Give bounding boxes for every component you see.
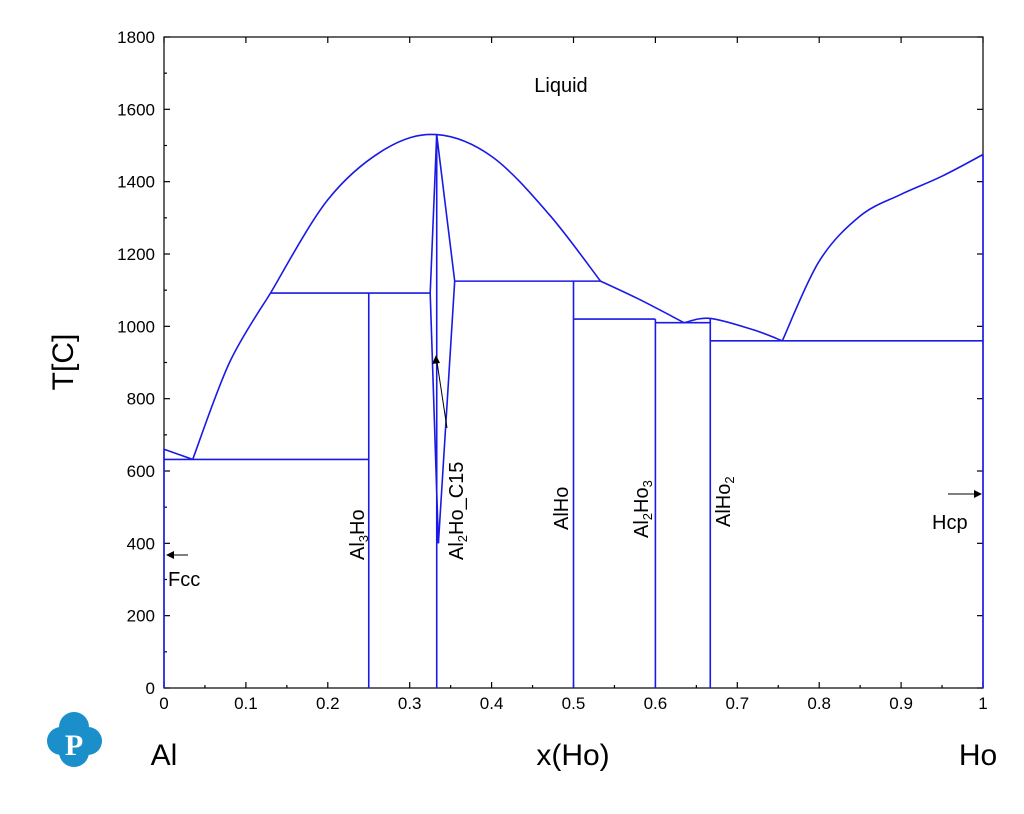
axis-tick-labels: 0 0.1 0.2 0.3 0.4 0.5 0.6 0.7 0.8 0.9 1 0 200 400 600 8…	[117, 28, 988, 713]
y-tick-label: 600	[127, 462, 155, 481]
al2ho-c15-label: Al2Ho_C15	[446, 462, 470, 560]
liquidus-curve	[191, 292, 272, 460]
x-axis-label: x(Ho)	[536, 739, 609, 772]
y-tick-label: 200	[127, 607, 155, 626]
y-tick-label: 0	[146, 679, 155, 698]
al2ho-c15-arrow	[432, 355, 448, 429]
x-tick-label: 0.8	[807, 694, 831, 713]
phase-boundaries	[163, 133, 984, 688]
component-right-label: Ho	[959, 739, 997, 772]
hcp-arrow	[948, 490, 982, 498]
x-tick-label: 0.5	[562, 694, 586, 713]
x-tick-label: 0.4	[480, 694, 504, 713]
x-tick-label: 0.2	[316, 694, 340, 713]
x-tick-label: 0	[159, 694, 168, 713]
logo-letter: P	[65, 729, 83, 762]
liquidus-curve	[683, 317, 783, 342]
y-tick-label: 1600	[117, 100, 155, 119]
x-tick-label: 0.6	[644, 694, 668, 713]
liquidus-curve	[781, 153, 984, 342]
alho-label: AlHo	[551, 487, 573, 530]
x-tick-label: 0.9	[889, 694, 913, 713]
x-tick-label: 0.7	[725, 694, 749, 713]
hcp-label: Hcp	[932, 512, 968, 534]
al3ho-label: Al3Ho	[347, 509, 371, 560]
liquidus-curve	[163, 448, 193, 461]
al2ho3-label: Al2Ho3	[631, 480, 655, 538]
fcc-label: Fcc	[168, 569, 200, 591]
y-tick-label: 1400	[117, 173, 155, 192]
alho2-label: AlHo2	[713, 476, 737, 527]
y-tick-label: 800	[127, 390, 155, 409]
x-tick-label: 0.1	[234, 694, 258, 713]
al2ho-c15-right-boundary	[435, 134, 456, 544]
liquid-label: Liquid	[534, 75, 587, 97]
x-tick-label: 1	[978, 694, 987, 713]
y-tick-label: 400	[127, 534, 155, 553]
fcc-arrow	[166, 551, 188, 559]
y-tick-label: 1000	[117, 317, 155, 336]
al2ho-c15-left-boundary	[429, 134, 440, 544]
x-tick-label: 0.3	[398, 694, 422, 713]
y-tick-label: 1200	[117, 245, 155, 264]
y-axis-label: T[C]	[47, 334, 80, 391]
y-tick-label: 1800	[117, 28, 155, 47]
component-left-label: Al	[151, 739, 178, 772]
company-logo: P	[47, 712, 102, 767]
liquidus-curve	[600, 280, 685, 324]
